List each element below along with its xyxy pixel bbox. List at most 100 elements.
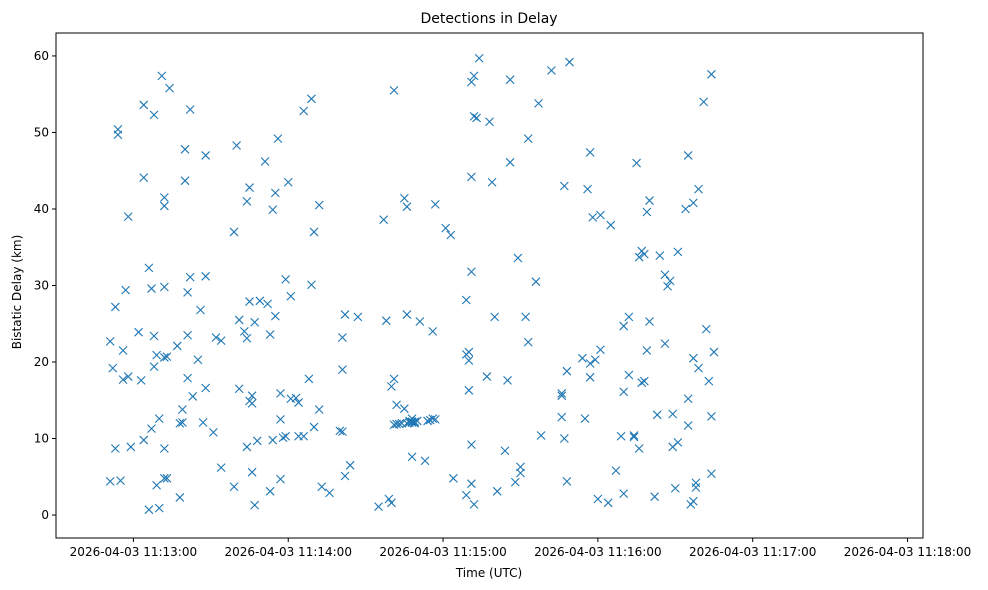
- data-point: [446, 230, 456, 240]
- data-point: [175, 493, 185, 502]
- data-point: [242, 196, 252, 206]
- data-point: [580, 414, 590, 424]
- data-point: [420, 456, 430, 466]
- x-tick-label: 2026-04-03 11:14:00: [225, 545, 352, 559]
- data-point: [521, 312, 531, 322]
- data-point: [699, 97, 709, 107]
- data-point: [108, 363, 118, 373]
- data-point: [624, 312, 634, 322]
- data-point: [178, 418, 187, 427]
- data-point: [467, 440, 476, 450]
- data-point: [154, 503, 164, 513]
- data-point: [505, 157, 515, 167]
- data-point: [265, 486, 275, 496]
- data-point: [216, 336, 226, 345]
- data-point: [469, 499, 479, 509]
- data-point: [340, 310, 350, 319]
- data-point: [281, 431, 291, 441]
- data-point: [340, 471, 350, 481]
- data-point: [461, 490, 471, 500]
- data-point: [652, 410, 662, 420]
- data-point: [325, 488, 334, 498]
- data-point: [338, 365, 347, 375]
- data-point: [467, 479, 476, 489]
- data-point: [665, 276, 675, 286]
- data-point: [688, 353, 698, 363]
- data-point: [531, 277, 541, 287]
- y-tick-label: 10: [34, 432, 49, 446]
- data-point: [149, 362, 159, 371]
- data-point: [467, 77, 476, 87]
- data-point: [154, 414, 164, 424]
- data-point: [209, 428, 218, 437]
- data-point: [668, 409, 678, 419]
- data-point: [159, 201, 169, 211]
- data-point: [611, 466, 621, 476]
- data-point: [250, 317, 260, 327]
- data-point: [123, 372, 133, 381]
- data-point: [469, 112, 479, 121]
- data-point: [399, 193, 409, 203]
- data-point: [523, 337, 533, 347]
- data-point: [157, 71, 167, 81]
- data-point: [159, 193, 169, 202]
- data-point: [428, 414, 438, 424]
- data-point: [250, 500, 260, 510]
- data-point: [694, 184, 703, 194]
- data-point: [469, 71, 479, 81]
- data-point: [583, 184, 592, 194]
- data-point: [683, 421, 693, 430]
- data-point: [402, 202, 412, 212]
- data-point: [260, 157, 270, 166]
- data-point: [688, 198, 698, 208]
- data-point: [467, 267, 476, 277]
- data-point: [123, 212, 133, 222]
- data-point: [588, 213, 598, 222]
- data-point: [629, 432, 639, 442]
- data-point: [485, 117, 494, 127]
- data-point: [464, 385, 474, 395]
- data-point: [559, 434, 569, 443]
- data-point: [159, 473, 169, 483]
- data-point: [670, 483, 680, 493]
- data-point: [139, 100, 149, 110]
- data-point: [557, 388, 567, 398]
- data-point: [402, 310, 412, 319]
- data-point: [317, 482, 327, 492]
- y-axis: 0 10 20 30 40 50 60: [34, 49, 56, 522]
- data-point: [642, 207, 652, 217]
- data-point: [559, 181, 569, 191]
- y-tick-label: 0: [41, 508, 49, 522]
- data-point: [121, 285, 131, 295]
- data-point: [314, 405, 324, 414]
- data-point: [283, 177, 293, 187]
- data-point: [707, 411, 716, 421]
- data-point: [379, 215, 389, 225]
- data-point: [384, 494, 394, 504]
- data-point: [162, 352, 172, 362]
- data-point: [216, 463, 226, 472]
- data-point: [304, 374, 314, 384]
- data-point: [691, 478, 701, 488]
- y-tick-label: 50: [34, 125, 49, 139]
- data-point: [245, 297, 254, 306]
- data-point: [193, 355, 203, 365]
- data-point: [394, 419, 404, 429]
- data-point: [513, 253, 523, 263]
- data-point: [423, 416, 432, 426]
- data-point: [467, 172, 476, 182]
- data-point: [562, 476, 572, 486]
- data-point: [701, 324, 711, 334]
- data-point: [245, 183, 254, 192]
- data-point: [547, 66, 556, 75]
- data-point: [650, 492, 660, 502]
- data-point: [441, 223, 451, 233]
- data-point: [299, 431, 309, 441]
- data-point: [688, 496, 698, 506]
- data-point: [118, 346, 128, 355]
- data-point: [578, 353, 587, 363]
- data-point: [516, 462, 525, 472]
- data-point: [448, 473, 458, 483]
- data-point: [276, 415, 285, 424]
